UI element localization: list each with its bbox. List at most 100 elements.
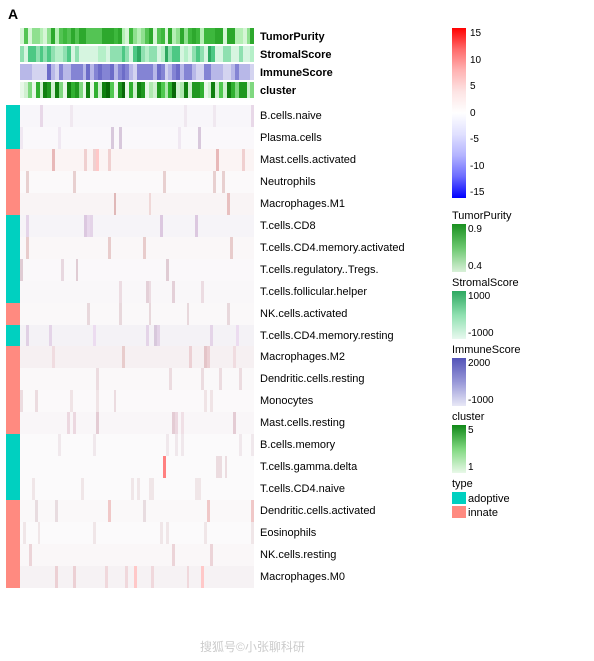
- type-segment: [6, 478, 20, 500]
- heatmap-row: [20, 544, 254, 566]
- type-segment: [6, 434, 20, 456]
- annotation-tracks: [20, 28, 254, 100]
- row-label: T.cells.CD4.memory.activated: [260, 237, 444, 259]
- heatmap-row: [20, 478, 254, 500]
- watermark-text: 搜狐号©小张聊科研: [200, 638, 305, 655]
- row-label: Macrophages.M0: [260, 566, 444, 588]
- track-TumorPurity: [20, 28, 254, 44]
- colorbar-tick: -15: [470, 187, 484, 198]
- colorbar-tick: 5: [470, 81, 484, 92]
- row-label: T.cells.follicular.helper: [260, 281, 444, 303]
- type-segment: [6, 259, 20, 281]
- type-segment: [6, 171, 20, 193]
- legend-gradient: [452, 291, 466, 339]
- heatmap-body: [20, 105, 254, 588]
- row-label: Monocytes: [260, 390, 444, 412]
- type-segment: [6, 346, 20, 368]
- heatmap-row: [20, 368, 254, 390]
- row-label: T.cells.gamma.delta: [260, 456, 444, 478]
- heatmap-row: [20, 456, 254, 478]
- row-label: Dendritic.cells.activated: [260, 500, 444, 522]
- type-segment: [6, 412, 20, 434]
- row-label: B.cells.memory: [260, 434, 444, 456]
- row-label: NK.cells.resting: [260, 544, 444, 566]
- type-segment: [6, 237, 20, 259]
- heatmap-row: [20, 522, 254, 544]
- type-segment: [6, 215, 20, 237]
- heatmap-row: [20, 412, 254, 434]
- legend-title: TumorPurity: [452, 210, 576, 222]
- colorbar-gradient: [452, 28, 466, 198]
- legend-StromalScore: StromalScore1000-1000: [452, 277, 576, 342]
- track-StromalScore: [20, 46, 254, 62]
- legend-title: ImmuneScore: [452, 344, 576, 356]
- type-segment: [6, 456, 20, 478]
- legend-ImmuneScore: ImmuneScore2000-1000: [452, 344, 576, 409]
- row-label: Macrophages.M2: [260, 346, 444, 368]
- row-labels: B.cells.naivePlasma.cellsMast.cells.acti…: [254, 105, 444, 588]
- heatmap-row: [20, 259, 254, 281]
- heatmap-row: [20, 171, 254, 193]
- heatmap-row: [20, 281, 254, 303]
- heatmap-row: [20, 149, 254, 171]
- main-colorbar: 151050-5-10-15: [452, 28, 576, 198]
- type-segment: [6, 368, 20, 390]
- small-legends: TumorPurity0.90.4StromalScore1000-1000Im…: [452, 208, 576, 520]
- type-segment: [6, 105, 20, 127]
- row-label: Macrophages.M1: [260, 193, 444, 215]
- type-segment: [6, 303, 20, 325]
- track-ImmuneScore: [20, 64, 254, 80]
- anno-label: ImmuneScore: [260, 67, 444, 79]
- type-swatch: [452, 506, 466, 518]
- legend-cluster: cluster51: [452, 411, 576, 476]
- heatmap-row: [20, 127, 254, 149]
- legend-title: StromalScore: [452, 277, 576, 289]
- heatmap-row: [20, 390, 254, 412]
- colorbar-tick: -5: [470, 134, 484, 145]
- type-segment: [6, 390, 20, 412]
- heatmap-row: [20, 325, 254, 347]
- legend-title: cluster: [452, 411, 576, 423]
- legend-type: typeadoptiveinnate: [452, 478, 576, 520]
- row-label: Mast.cells.activated: [260, 149, 444, 171]
- type-segment: [6, 566, 20, 588]
- heatmap-row: [20, 566, 254, 588]
- type-segment: [6, 522, 20, 544]
- row-label: Mast.cells.resting: [260, 412, 444, 434]
- colorbar-tick: -10: [470, 161, 484, 172]
- labels-column: TumorPurity StromalScore ImmuneScore cluste…: [254, 28, 444, 653]
- heatmap-row: [20, 434, 254, 456]
- row-label: T.cells.CD4.memory.resting: [260, 325, 444, 347]
- annotation-labels: TumorPurity StromalScore ImmuneScore cluste…: [254, 28, 444, 100]
- row-label: Neutrophils: [260, 171, 444, 193]
- heatmap-row: [20, 105, 254, 127]
- anno-label: cluster: [260, 85, 444, 97]
- heatmap-row: [20, 237, 254, 259]
- row-label: NK.cells.activated: [260, 303, 444, 325]
- type-segment: [6, 193, 20, 215]
- track-cluster: [20, 82, 254, 98]
- row-type-bar: [6, 105, 20, 588]
- heatmap-row: [20, 346, 254, 368]
- legend-gradient: [452, 425, 466, 473]
- row-label: Dendritic.cells.resting: [260, 368, 444, 390]
- row-label: B.cells.naive: [260, 105, 444, 127]
- colorbar-tick: 10: [470, 55, 484, 66]
- anno-label: TumorPurity: [260, 31, 444, 43]
- type-segment: [6, 127, 20, 149]
- heatmap-row: [20, 215, 254, 237]
- colorbar-tick: 15: [470, 28, 484, 39]
- legend-gradient: [452, 224, 466, 272]
- colorbar-ticks: 151050-5-10-15: [470, 28, 484, 198]
- type-segment: [6, 281, 20, 303]
- panel-label: A: [8, 6, 18, 22]
- anno-label: StromalScore: [260, 49, 444, 61]
- heatmap-row: [20, 303, 254, 325]
- row-label: Eosinophils: [260, 522, 444, 544]
- row-label: T.cells.CD4.naive: [260, 478, 444, 500]
- legend-gradient: [452, 358, 466, 406]
- heatmap-figure: TumorPurity StromalScore ImmuneScore cluste…: [6, 28, 586, 653]
- heatmap-row: [20, 500, 254, 522]
- type-segment: [6, 325, 20, 347]
- heatmap-row: [20, 193, 254, 215]
